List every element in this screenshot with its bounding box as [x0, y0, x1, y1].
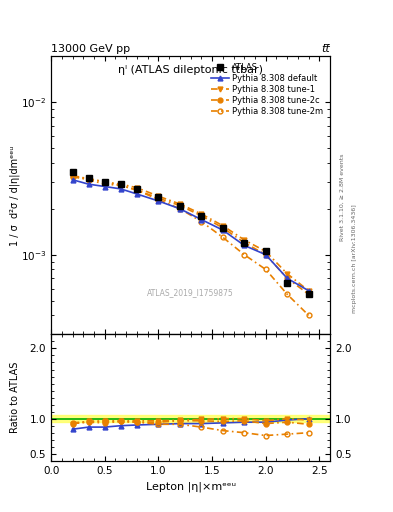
- Pythia 8.308 default: [220, 227, 225, 233]
- Line: Pythia 8.308 default: Pythia 8.308 default: [70, 177, 311, 293]
- Pythia 8.308 tune-2m: [178, 206, 182, 212]
- Pythia 8.308 tune-1: [306, 288, 311, 294]
- Line: Pythia 8.308 tune-2c: Pythia 8.308 tune-2c: [70, 174, 311, 296]
- Pythia 8.308 tune-2c: [103, 181, 107, 187]
- Pythia 8.308 tune-1: [285, 271, 290, 277]
- X-axis label: Lepton |η|×mᵉᵉᵘ: Lepton |η|×mᵉᵉᵘ: [145, 481, 236, 492]
- Pythia 8.308 tune-2c: [119, 182, 123, 188]
- Pythia 8.308 tune-1: [263, 248, 268, 254]
- Pythia 8.308 tune-2m: [285, 291, 290, 297]
- Line: Pythia 8.308 tune-1: Pythia 8.308 tune-1: [70, 174, 311, 293]
- ATLAS: [242, 240, 247, 246]
- Pythia 8.308 default: [306, 288, 311, 294]
- Pythia 8.308 tune-2m: [86, 176, 91, 182]
- Pythia 8.308 tune-2m: [103, 179, 107, 185]
- ATLAS: [103, 179, 107, 185]
- ATLAS: [178, 202, 182, 208]
- Pythia 8.308 default: [178, 206, 182, 212]
- Pythia 8.308 tune-2c: [70, 174, 75, 180]
- ATLAS: [285, 280, 290, 286]
- Pythia 8.308 default: [199, 217, 204, 223]
- Pythia 8.308 tune-2m: [119, 182, 123, 188]
- Pythia 8.308 default: [134, 191, 139, 197]
- Pythia 8.308 tune-2c: [285, 275, 290, 282]
- Y-axis label: Ratio to ATLAS: Ratio to ATLAS: [10, 362, 20, 433]
- Pythia 8.308 tune-1: [103, 179, 107, 185]
- Text: 13000 GeV pp: 13000 GeV pp: [51, 44, 130, 54]
- Pythia 8.308 default: [103, 183, 107, 189]
- Text: tt̅: tt̅: [321, 44, 330, 54]
- ATLAS: [134, 186, 139, 192]
- Pythia 8.308 tune-2m: [156, 197, 161, 203]
- ATLAS: [156, 194, 161, 200]
- Pythia 8.308 default: [86, 181, 91, 187]
- Pythia 8.308 tune-1: [220, 223, 225, 229]
- Pythia 8.308 tune-2c: [199, 212, 204, 219]
- Line: ATLAS: ATLAS: [70, 168, 312, 297]
- Legend: ATLAS, Pythia 8.308 default, Pythia 8.308 tune-1, Pythia 8.308 tune-2c, Pythia 8: ATLAS, Pythia 8.308 default, Pythia 8.30…: [208, 60, 326, 119]
- Pythia 8.308 tune-1: [156, 193, 161, 199]
- Text: mcplots.cern.ch [arXiv:1306.3436]: mcplots.cern.ch [arXiv:1306.3436]: [352, 204, 357, 313]
- Text: Rivet 3.1.10, ≥ 2.8M events: Rivet 3.1.10, ≥ 2.8M events: [340, 154, 345, 241]
- Pythia 8.308 default: [263, 251, 268, 258]
- Pythia 8.308 tune-2c: [242, 240, 247, 246]
- ATLAS: [199, 212, 204, 219]
- Pythia 8.308 tune-1: [178, 201, 182, 207]
- Pythia 8.308 tune-2m: [242, 251, 247, 258]
- Pythia 8.308 tune-1: [242, 237, 247, 243]
- Pythia 8.308 tune-2m: [306, 312, 311, 318]
- Pythia 8.308 tune-1: [134, 185, 139, 191]
- Pythia 8.308 tune-1: [70, 174, 75, 180]
- ATLAS: [119, 181, 123, 187]
- Pythia 8.308 tune-2c: [220, 225, 225, 231]
- Pythia 8.308 tune-2c: [86, 177, 91, 183]
- Pythia 8.308 tune-2m: [199, 219, 204, 225]
- Pythia 8.308 tune-1: [119, 181, 123, 187]
- Bar: [51, 415, 330, 422]
- Line: Pythia 8.308 tune-2m: Pythia 8.308 tune-2m: [70, 173, 311, 318]
- Pythia 8.308 tune-2c: [134, 187, 139, 193]
- Text: ηˡ (ATLAS dileptonic ttbar): ηˡ (ATLAS dileptonic ttbar): [118, 65, 263, 75]
- Pythia 8.308 tune-2c: [156, 195, 161, 201]
- ATLAS: [86, 175, 91, 181]
- Pythia 8.308 default: [119, 186, 123, 192]
- ATLAS: [306, 291, 311, 297]
- Pythia 8.308 default: [242, 242, 247, 248]
- Pythia 8.308 tune-2c: [178, 202, 182, 208]
- Pythia 8.308 tune-2c: [306, 291, 311, 297]
- Pythia 8.308 tune-2m: [220, 234, 225, 240]
- Pythia 8.308 tune-1: [86, 176, 91, 182]
- Pythia 8.308 tune-2m: [134, 187, 139, 193]
- Pythia 8.308 default: [285, 275, 290, 282]
- Pythia 8.308 tune-1: [199, 211, 204, 217]
- Pythia 8.308 default: [70, 177, 75, 183]
- ATLAS: [263, 248, 268, 254]
- Text: ATLAS_2019_I1759875: ATLAS_2019_I1759875: [147, 288, 234, 297]
- Pythia 8.308 tune-2c: [263, 251, 268, 258]
- Pythia 8.308 tune-2m: [70, 173, 75, 179]
- Pythia 8.308 default: [156, 198, 161, 204]
- Pythia 8.308 tune-2m: [263, 266, 268, 272]
- Y-axis label: 1 / σ  d²σ / d|η|dmᵉᵉᵘ: 1 / σ d²σ / d|η|dmᵉᵉᵘ: [10, 145, 20, 246]
- ATLAS: [70, 168, 75, 175]
- ATLAS: [220, 225, 225, 231]
